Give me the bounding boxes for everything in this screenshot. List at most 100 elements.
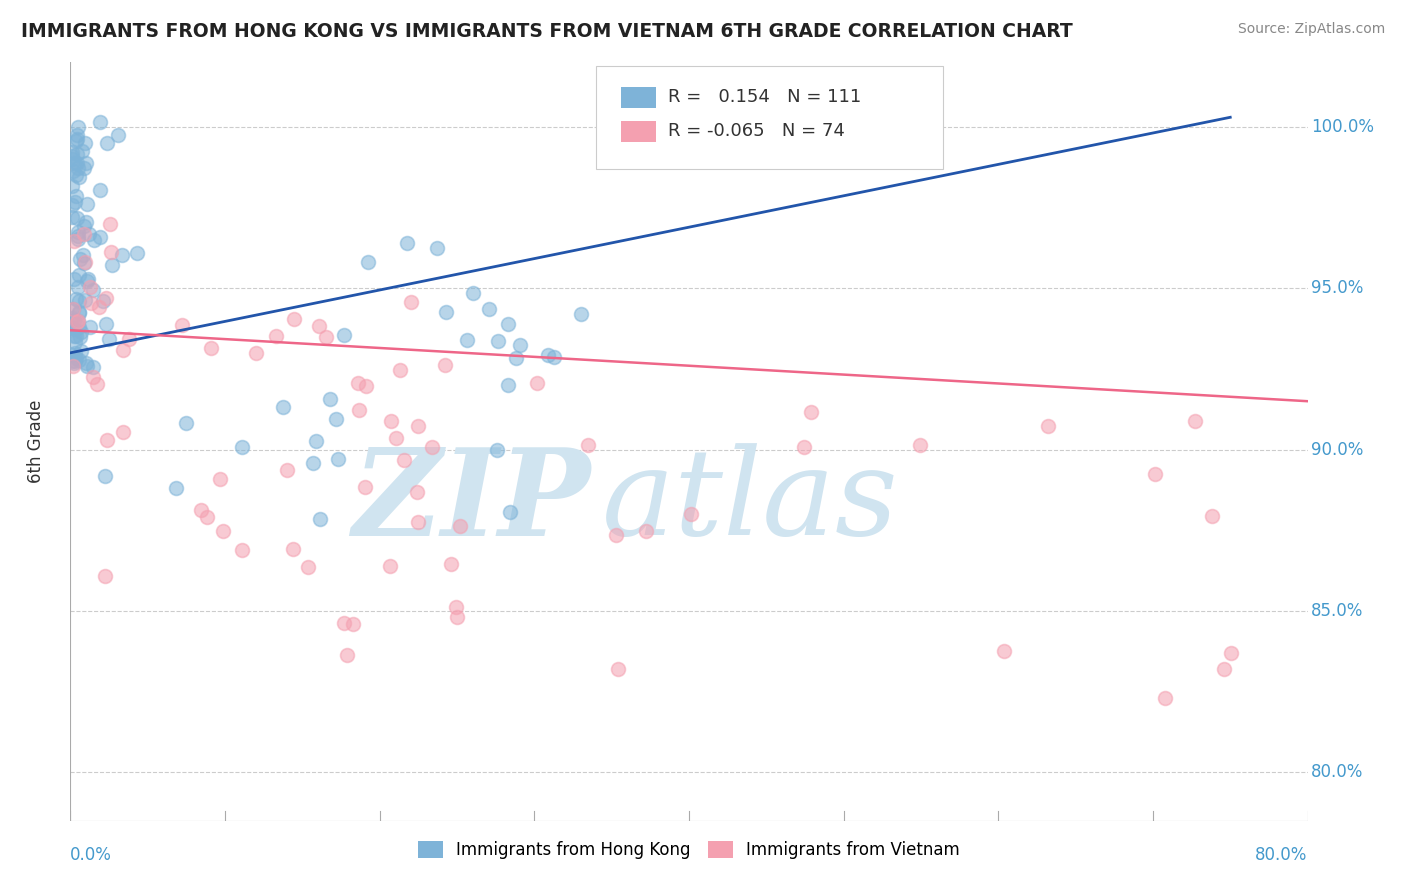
Point: [66, 315, 89, 329]
Point: [461, 285, 484, 300]
Point: [392, 452, 415, 467]
Point: [76, 196, 98, 211]
Point: [65, 292, 87, 306]
Point: [496, 317, 519, 331]
Point: [72, 248, 94, 262]
Legend: Immigrants from Hong Kong, Immigrants from Vietnam: Immigrants from Hong Kong, Immigrants fr…: [412, 834, 966, 865]
Point: [634, 524, 657, 539]
Point: [509, 338, 531, 352]
Point: [354, 480, 377, 494]
Point: [332, 616, 354, 631]
Point: [326, 451, 349, 466]
Point: [342, 617, 364, 632]
Point: [273, 400, 295, 414]
Point: [73, 219, 96, 234]
Point: [60, 320, 83, 334]
Point: [73, 161, 96, 176]
Point: [96, 434, 118, 448]
Point: [315, 330, 337, 344]
Point: [1184, 414, 1206, 428]
Point: [478, 302, 501, 317]
Text: 85.0%: 85.0%: [1312, 602, 1364, 620]
Point: [67, 314, 90, 328]
Point: [73, 136, 96, 150]
Point: [86, 377, 108, 392]
Point: [97, 332, 120, 346]
Point: [174, 416, 197, 430]
Point: [60, 211, 83, 225]
Point: [993, 643, 1015, 657]
Text: 80.0%: 80.0%: [1256, 847, 1308, 864]
Point: [94, 569, 117, 583]
Text: R =   0.154   N = 111: R = 0.154 N = 111: [668, 87, 860, 105]
Point: [111, 425, 134, 439]
Point: [446, 609, 468, 624]
Point: [165, 481, 187, 495]
Text: 80.0%: 80.0%: [1312, 764, 1364, 781]
Point: [63, 194, 86, 209]
Point: [98, 217, 121, 231]
Point: [79, 319, 101, 334]
Point: [297, 560, 319, 574]
Point: [62, 164, 84, 178]
Point: [62, 313, 84, 327]
Point: [1143, 467, 1166, 482]
Point: [94, 468, 117, 483]
Point: [63, 335, 86, 350]
Point: [75, 156, 97, 170]
Point: [67, 161, 90, 176]
Point: [406, 485, 429, 500]
Point: [62, 301, 84, 316]
Point: [319, 392, 342, 407]
Point: [63, 329, 86, 343]
Point: [399, 295, 422, 310]
Point: [69, 294, 91, 309]
Point: [606, 662, 628, 676]
Point: [679, 507, 702, 521]
Point: [100, 258, 122, 272]
Point: [526, 376, 548, 391]
Point: [65, 189, 87, 203]
Point: [111, 248, 134, 262]
Point: [63, 346, 86, 360]
Text: 0.0%: 0.0%: [70, 847, 112, 864]
Point: [336, 648, 359, 663]
Point: [94, 291, 117, 305]
Point: [434, 305, 457, 319]
Point: [302, 456, 325, 470]
Point: [75, 356, 97, 370]
Point: [190, 502, 212, 516]
Point: [66, 128, 89, 143]
Point: [67, 268, 90, 282]
Point: [65, 351, 87, 365]
Text: IMMIGRANTS FROM HONG KONG VS IMMIGRANTS FROM VIETNAM 6TH GRADE CORRELATION CHART: IMMIGRANTS FROM HONG KONG VS IMMIGRANTS …: [21, 22, 1073, 41]
Point: [89, 115, 111, 129]
Point: [378, 558, 401, 573]
Point: [486, 334, 509, 349]
Point: [62, 359, 84, 373]
Point: [75, 215, 97, 229]
Point: [389, 363, 412, 377]
Text: 6th Grade: 6th Grade: [27, 400, 45, 483]
Point: [60, 145, 83, 160]
Point: [426, 241, 449, 255]
Point: [70, 144, 93, 158]
Point: [67, 226, 90, 240]
Point: [63, 356, 86, 370]
Point: [67, 306, 90, 320]
Point: [346, 376, 368, 390]
Point: [72, 256, 94, 270]
Point: [66, 231, 89, 245]
Point: [67, 353, 90, 368]
Point: [63, 353, 86, 368]
Point: [60, 198, 83, 212]
Point: [543, 351, 565, 365]
Point: [231, 543, 253, 558]
Text: ZIP: ZIP: [352, 443, 591, 561]
Point: [800, 405, 823, 419]
Point: [82, 283, 104, 297]
Point: [406, 419, 429, 434]
Point: [357, 255, 380, 269]
Point: [82, 359, 104, 374]
Point: [283, 312, 305, 326]
